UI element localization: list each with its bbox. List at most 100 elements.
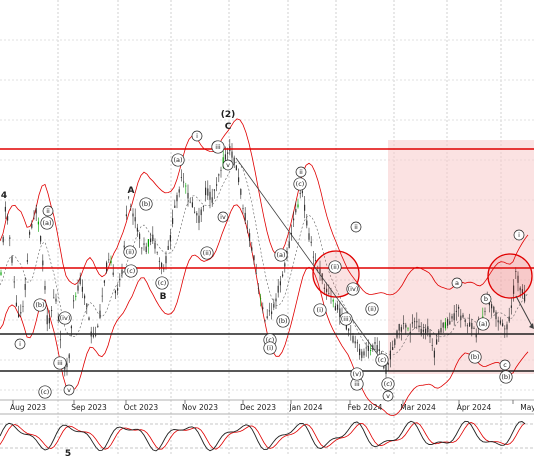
wave-label-circled: v: [222, 159, 234, 171]
candle-body: [524, 293, 526, 302]
wave-label-circle: [14, 338, 26, 350]
candle-body: [233, 157, 235, 165]
candle-body: [359, 348, 361, 356]
candle-body: [183, 181, 185, 183]
candle: [101, 287, 103, 303]
candle-body: [513, 285, 515, 294]
candle: [268, 302, 270, 316]
candle-body: [22, 305, 24, 307]
candle: [453, 304, 455, 326]
candle: [495, 310, 497, 327]
candle: [517, 271, 519, 292]
candle: [354, 335, 356, 349]
candle-body: [95, 334, 97, 336]
candle: [55, 293, 57, 305]
x-tick-label: Dec 2023: [240, 403, 276, 412]
wave-label-plain: A: [128, 186, 135, 196]
candle: [75, 292, 77, 301]
highlight-zone: [388, 140, 534, 374]
candle: [150, 232, 152, 246]
candle-body: [493, 306, 495, 313]
candle: [174, 199, 176, 208]
candle-body: [205, 187, 207, 196]
wave-label-text: (b): [278, 317, 287, 325]
candle-body: [284, 263, 286, 267]
candle: [169, 228, 171, 250]
candle-body: [84, 295, 86, 299]
candle: [24, 277, 26, 298]
trend-line: [235, 157, 387, 367]
candle: [209, 185, 211, 209]
candle-body: [145, 246, 147, 253]
candle: [271, 303, 273, 320]
candle-body: [279, 281, 281, 286]
wave-label-circled: (b): [33, 298, 47, 312]
candle-body: [334, 305, 336, 311]
candle: [469, 313, 471, 328]
candle-body: [508, 316, 510, 322]
candle-body: [103, 280, 105, 283]
candle: [165, 251, 167, 270]
candle-body: [189, 201, 191, 203]
wave-label-text: (b): [470, 353, 479, 361]
candle-body: [293, 218, 295, 221]
candle-body: [473, 328, 475, 329]
candle-body: [88, 317, 90, 320]
candle: [466, 323, 468, 334]
candle-body: [169, 235, 171, 242]
candle: [370, 344, 372, 356]
candle-body: [68, 354, 70, 359]
candle: [284, 261, 286, 273]
candle-body: [218, 174, 220, 176]
candle-body: [200, 209, 202, 216]
candle: [112, 264, 114, 277]
candle: [176, 192, 178, 209]
candle-body: [449, 321, 451, 325]
candle: [332, 298, 334, 308]
candle: [464, 318, 466, 327]
candle: [323, 283, 325, 295]
candle-body: [180, 177, 182, 178]
wave-label-circle: [276, 314, 290, 328]
wave-label-circle: [40, 216, 54, 230]
candle-body: [33, 218, 35, 220]
candle-body: [222, 157, 224, 167]
candle-body: [202, 206, 204, 207]
candle: [216, 177, 218, 192]
wave-label-circled: (ii): [200, 246, 214, 260]
candle-body: [455, 310, 457, 312]
candle-body: [266, 316, 268, 319]
candle-body: [405, 324, 407, 328]
candle: [499, 317, 501, 326]
candle-body: [299, 192, 301, 194]
candle-body: [15, 302, 17, 307]
wave-label-circle: [476, 317, 490, 331]
wave-label-circled: (c): [375, 353, 389, 367]
wave-label-circled: (v): [350, 367, 364, 381]
candle: [4, 201, 6, 220]
candle: [103, 280, 105, 287]
wave-label-text: (ii): [331, 263, 340, 271]
wave-label-circled: (iv): [58, 311, 72, 325]
candle: [57, 313, 59, 324]
wave-label-text: i: [196, 132, 198, 140]
wave-label-circle: [350, 367, 364, 381]
candle: [147, 239, 149, 254]
wave-label-circled: iii: [211, 140, 225, 154]
candle: [178, 186, 180, 198]
candle-body: [502, 323, 504, 327]
wave-label-text: iii: [215, 143, 221, 151]
candle-body: [150, 238, 152, 242]
wave-label-text: (c): [266, 336, 275, 344]
candle: [497, 316, 499, 331]
wave-label-text: (iv): [348, 285, 359, 293]
wave-label-circle: [382, 390, 394, 402]
candle: [251, 241, 253, 253]
candle: [264, 319, 266, 323]
candle: [387, 362, 389, 372]
candle-body: [264, 320, 266, 322]
wave-label-circle: [200, 246, 214, 260]
wave-label-text: v: [226, 161, 230, 169]
candle-body: [86, 303, 88, 308]
